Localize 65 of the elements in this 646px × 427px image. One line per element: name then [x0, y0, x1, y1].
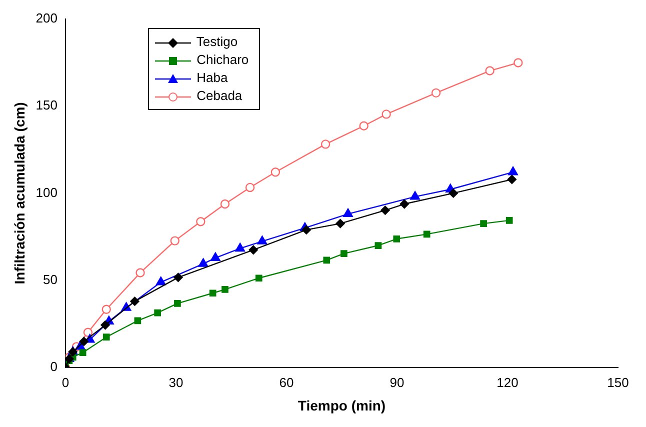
point [209, 290, 216, 297]
x-tick-label: 150 [607, 374, 629, 390]
x-axis-title: Tiempo (min) [298, 397, 386, 414]
point [506, 216, 513, 224]
point [323, 256, 330, 264]
point [359, 121, 368, 130]
y-tick-label: 150 [36, 98, 58, 113]
y-tick-label: 50 [43, 272, 58, 287]
point [174, 300, 181, 307]
legend-label: Haba [196, 70, 228, 85]
x-tick-label: 120 [496, 374, 518, 390]
point [320, 140, 330, 149]
point [102, 334, 110, 341]
point [235, 242, 246, 252]
point [302, 225, 311, 234]
point [485, 66, 494, 76]
point [340, 250, 348, 257]
point [220, 199, 230, 209]
point [245, 182, 255, 192]
point [514, 58, 523, 68]
point [374, 242, 382, 249]
legend-label: Chicharo [196, 52, 249, 67]
point [255, 274, 262, 282]
point [336, 218, 345, 228]
point [79, 336, 89, 346]
y-tick-label: 200 [36, 10, 58, 26]
point [257, 236, 268, 244]
point [198, 258, 208, 267]
point [134, 317, 142, 324]
point [248, 245, 258, 254]
point [196, 217, 206, 226]
point [431, 88, 441, 98]
point [270, 168, 280, 177]
point [100, 320, 110, 330]
point [480, 220, 487, 227]
x-tick-label: 90 [390, 374, 404, 390]
point [410, 191, 420, 200]
point [448, 188, 458, 198]
point [222, 286, 228, 293]
point [136, 268, 145, 278]
point [170, 236, 180, 246]
x-tick-label: 60 [279, 374, 294, 390]
point [400, 199, 409, 209]
point [380, 206, 390, 215]
point [343, 208, 353, 218]
point [393, 235, 400, 242]
y-tick-label: 100 [36, 184, 58, 200]
x-tick-label: 30 [168, 374, 184, 390]
legend-label: Testigo [196, 34, 238, 49]
point [423, 230, 430, 238]
point [508, 166, 518, 176]
legend-label: Cebada [196, 88, 242, 103]
point [382, 110, 391, 119]
point [507, 174, 517, 184]
y-axis-title: Infiltración acumulada (cm) [11, 102, 28, 284]
point [130, 296, 140, 306]
point [156, 276, 166, 286]
point [174, 272, 183, 282]
point [83, 328, 93, 337]
point [210, 252, 220, 262]
y-tick-label: 0 [50, 359, 58, 374]
point [79, 349, 86, 356]
point [102, 304, 111, 314]
x-tick-label: 0 [62, 374, 70, 390]
point [154, 309, 162, 316]
